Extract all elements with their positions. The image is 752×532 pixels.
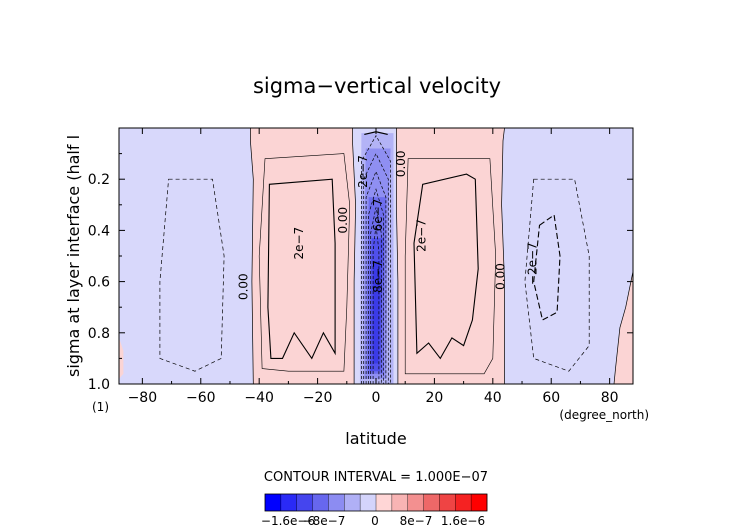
- colorbar-swatch: [265, 494, 282, 511]
- contour-zero-north-pole: [613, 271, 634, 385]
- contour-neg1-north: [524, 178, 590, 372]
- contour-neg1-south: [159, 178, 225, 372]
- colorbar-swatch: [407, 494, 424, 511]
- colorbar-swatch: [455, 494, 472, 511]
- x-tick-label: 0: [372, 390, 381, 406]
- y-tick-label: 0.6: [88, 275, 110, 291]
- y-tick-label: 1.0: [88, 377, 110, 393]
- colorbar-swatch: [296, 494, 313, 511]
- contour-zero-north: [501, 127, 505, 384]
- contour-label: 0.00: [237, 273, 251, 300]
- y-axis-label: sigma at layer interface (half l: [64, 135, 83, 377]
- contour-label: 0.00: [494, 263, 508, 290]
- colorbar-swatch: [471, 494, 488, 511]
- y-tick-label: 0.8: [88, 326, 110, 342]
- region-north-pole-positive: [614, 271, 633, 384]
- colorbar-swatch: [376, 494, 393, 511]
- colorbar-swatch: [280, 494, 298, 511]
- colorbar-tick-label: 1.6e−6: [441, 514, 485, 528]
- contour-equatorial-neg-5: [370, 207, 382, 384]
- contour-equatorial-neg-1: [361, 134, 391, 384]
- colorbar-tick-label: 8e−7: [400, 514, 433, 528]
- colorbar-tick-label: −1.6e−6: [261, 514, 315, 528]
- x-tick-label: 40: [484, 390, 502, 406]
- contour-label: 2e−7: [415, 219, 429, 252]
- x-tick-label: −80: [128, 390, 158, 406]
- y-axis-units: (1): [92, 400, 109, 414]
- contour-pos1-south: [258, 153, 351, 372]
- colorbar: −1.6e−6−8e−7 0 8e−7 1.6e−6: [261, 493, 488, 528]
- x-tick-label: 60: [542, 390, 560, 406]
- x-axis-label: latitude: [345, 429, 406, 448]
- colorbar-tick-label: 0: [371, 514, 379, 528]
- contour-label: 2e−7: [292, 227, 306, 260]
- colorbar-tick-label: −8e−7: [303, 514, 346, 528]
- colorbar-swatch: [360, 494, 377, 511]
- contour-pos1-north: [404, 158, 497, 375]
- contour-label: 0.00: [336, 207, 350, 234]
- contour-equatorial-neg-4: [368, 188, 384, 384]
- contour-zero-south: [250, 128, 254, 385]
- x-axis-units: (degree_north): [559, 408, 649, 422]
- contour-label: 8e−7: [371, 260, 385, 293]
- x-tick-label: 20: [425, 390, 443, 406]
- contour-pos2-north: [413, 173, 479, 360]
- region-northern-subtropical-positive: [396, 128, 505, 384]
- contour-label: −2e−7: [526, 242, 540, 285]
- contour-label: 2e−7: [356, 155, 370, 188]
- contour-label: 0.00: [394, 150, 408, 177]
- x-tick-label: 80: [601, 390, 619, 406]
- x-tick-label: −20: [303, 390, 333, 406]
- contour-neg2-north: [533, 214, 561, 321]
- colorbar-swatch: [328, 494, 345, 511]
- y-tick-label: 0.4: [88, 223, 110, 239]
- contour-interval-label: CONTOUR INTERVAL = 1.000E−07: [264, 470, 488, 485]
- x-tick-label: −60: [186, 390, 216, 406]
- y-tick-label: 0.2: [88, 172, 110, 188]
- colorbar-swatch: [312, 494, 329, 511]
- contour-pos2-south: [267, 178, 336, 360]
- contour-equatorial-neg-2: [363, 152, 389, 384]
- contour-zero-equator-south: [352, 128, 356, 384]
- colorbar-swatch: [439, 494, 456, 511]
- chart-title: sigma−vertical velocity: [253, 74, 501, 98]
- colorbar-swatch: [423, 494, 440, 511]
- colorbar-swatch: [344, 494, 361, 511]
- contour-label: 6e−7: [371, 199, 385, 232]
- x-tick-label: −40: [244, 390, 274, 406]
- region-southern-subtropical-positive: [250, 128, 356, 384]
- region-equatorial-core-layer-4: [372, 261, 381, 364]
- colorbar-swatch: [391, 494, 409, 511]
- contour-zero-equator-north: [396, 128, 399, 384]
